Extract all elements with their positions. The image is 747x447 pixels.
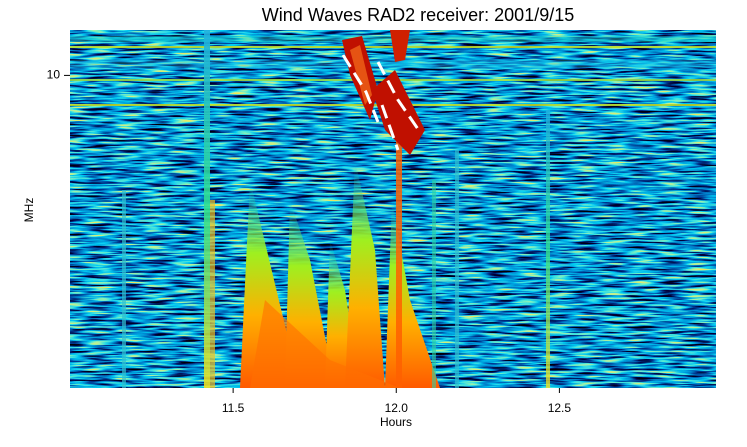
chart-title: Wind Waves RAD2 receiver: 2001/9/15 [262, 5, 574, 25]
spectrogram [70, 30, 716, 388]
y-tick-label: 10 [47, 68, 61, 82]
x-tick-label: 12.5 [548, 401, 572, 415]
x-axis-label: Hours [380, 415, 412, 429]
y-axis-label: MHz [22, 198, 36, 223]
streaks [122, 30, 550, 388]
x-tick-label: 11.5 [222, 401, 245, 415]
x-tick-label: 12.0 [385, 401, 409, 415]
burst [341, 30, 425, 155]
